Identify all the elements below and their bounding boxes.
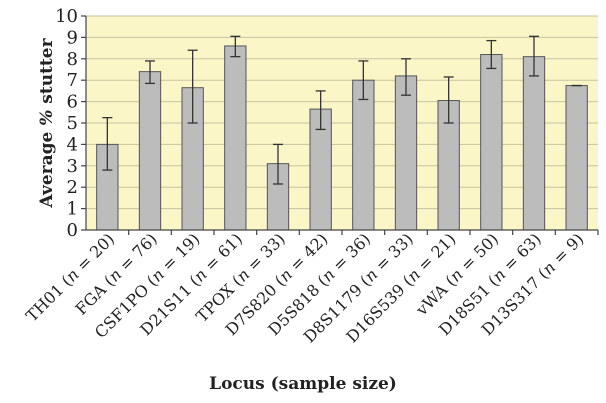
y-axis-label-part-2: stutter	[37, 37, 57, 109]
y-tick-label: 10	[55, 6, 78, 27]
y-tick-label: 2	[67, 177, 78, 198]
bar-fga	[138, 71, 162, 231]
y-tick-label: 5	[67, 113, 78, 134]
x-axis-label: Locus (sample size)	[209, 374, 397, 394]
y-axis-label: Average % stutter	[37, 37, 57, 208]
y-tick-label: 3	[67, 156, 78, 177]
bar-d13s317	[565, 85, 588, 231]
error-bar-csf1po	[187, 49, 198, 124]
bar-d21s11	[224, 45, 247, 231]
error-bar-th01	[102, 117, 113, 171]
y-tick-label: 1	[67, 199, 78, 220]
x-tick-labels: TH01 (n = 20)FGA (n = 76)CSF1PO (n = 19)…	[22, 229, 599, 346]
error-bar-tpox	[273, 143, 283, 185]
y-tick-label: 8	[67, 49, 78, 70]
error-bars-group	[102, 35, 582, 185]
bar-d8s1179	[394, 75, 418, 231]
y-tick-label: 4	[67, 134, 78, 155]
gridlines	[86, 15, 598, 210]
y-axis-label-part-1: Average	[37, 126, 57, 209]
bars-group	[96, 45, 588, 231]
bar-vwa	[480, 54, 503, 231]
y-tick-label: 7	[67, 70, 78, 91]
bar-d5s818	[352, 79, 375, 231]
y-tick-label: 0	[67, 220, 78, 241]
error-bar-d21s11	[230, 35, 241, 58]
y-tick-label: 9	[67, 27, 78, 48]
error-bar-d18s51	[529, 35, 539, 77]
y-axis-label-percent: %	[37, 110, 57, 126]
error-bar-d16s539	[443, 76, 454, 124]
bar-d18s51	[522, 56, 546, 231]
error-bar-fga	[145, 60, 155, 85]
error-bar-d5s818	[358, 60, 369, 101]
error-bar-d8s1179	[401, 58, 411, 96]
error-bar-d7s820	[315, 90, 326, 131]
error-bar-vwa	[486, 39, 497, 70]
y-tick-label: 6	[67, 92, 78, 113]
